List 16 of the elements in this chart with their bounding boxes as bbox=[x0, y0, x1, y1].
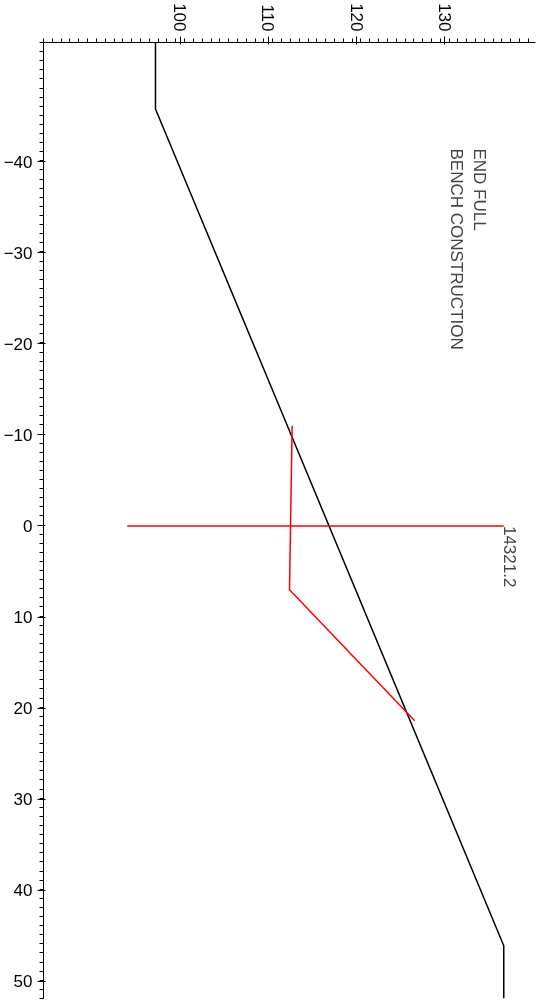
y-tick-label: −40 bbox=[3, 152, 33, 172]
y-tick-label: 40 bbox=[13, 881, 33, 901]
y-tick-label: 0 bbox=[23, 516, 33, 536]
x-tick-label: 100 bbox=[170, 3, 190, 32]
annotation: END FULL BENCH CONSTRUCTION bbox=[446, 148, 489, 350]
y-tick-label: 20 bbox=[13, 699, 33, 719]
annotation: 14321.2 bbox=[499, 525, 519, 588]
x-tick-label: 130 bbox=[434, 3, 454, 32]
y-tick-label: 50 bbox=[13, 972, 33, 992]
y-tick-label: 30 bbox=[13, 790, 33, 810]
x-tick-label: 120 bbox=[346, 3, 366, 32]
y-tick-label: −30 bbox=[3, 243, 33, 263]
x-tick-label: 110 bbox=[258, 4, 278, 32]
y-tick-label: 10 bbox=[13, 608, 33, 628]
y-tick-label: −10 bbox=[3, 425, 33, 445]
y-tick-label: −20 bbox=[3, 334, 33, 354]
